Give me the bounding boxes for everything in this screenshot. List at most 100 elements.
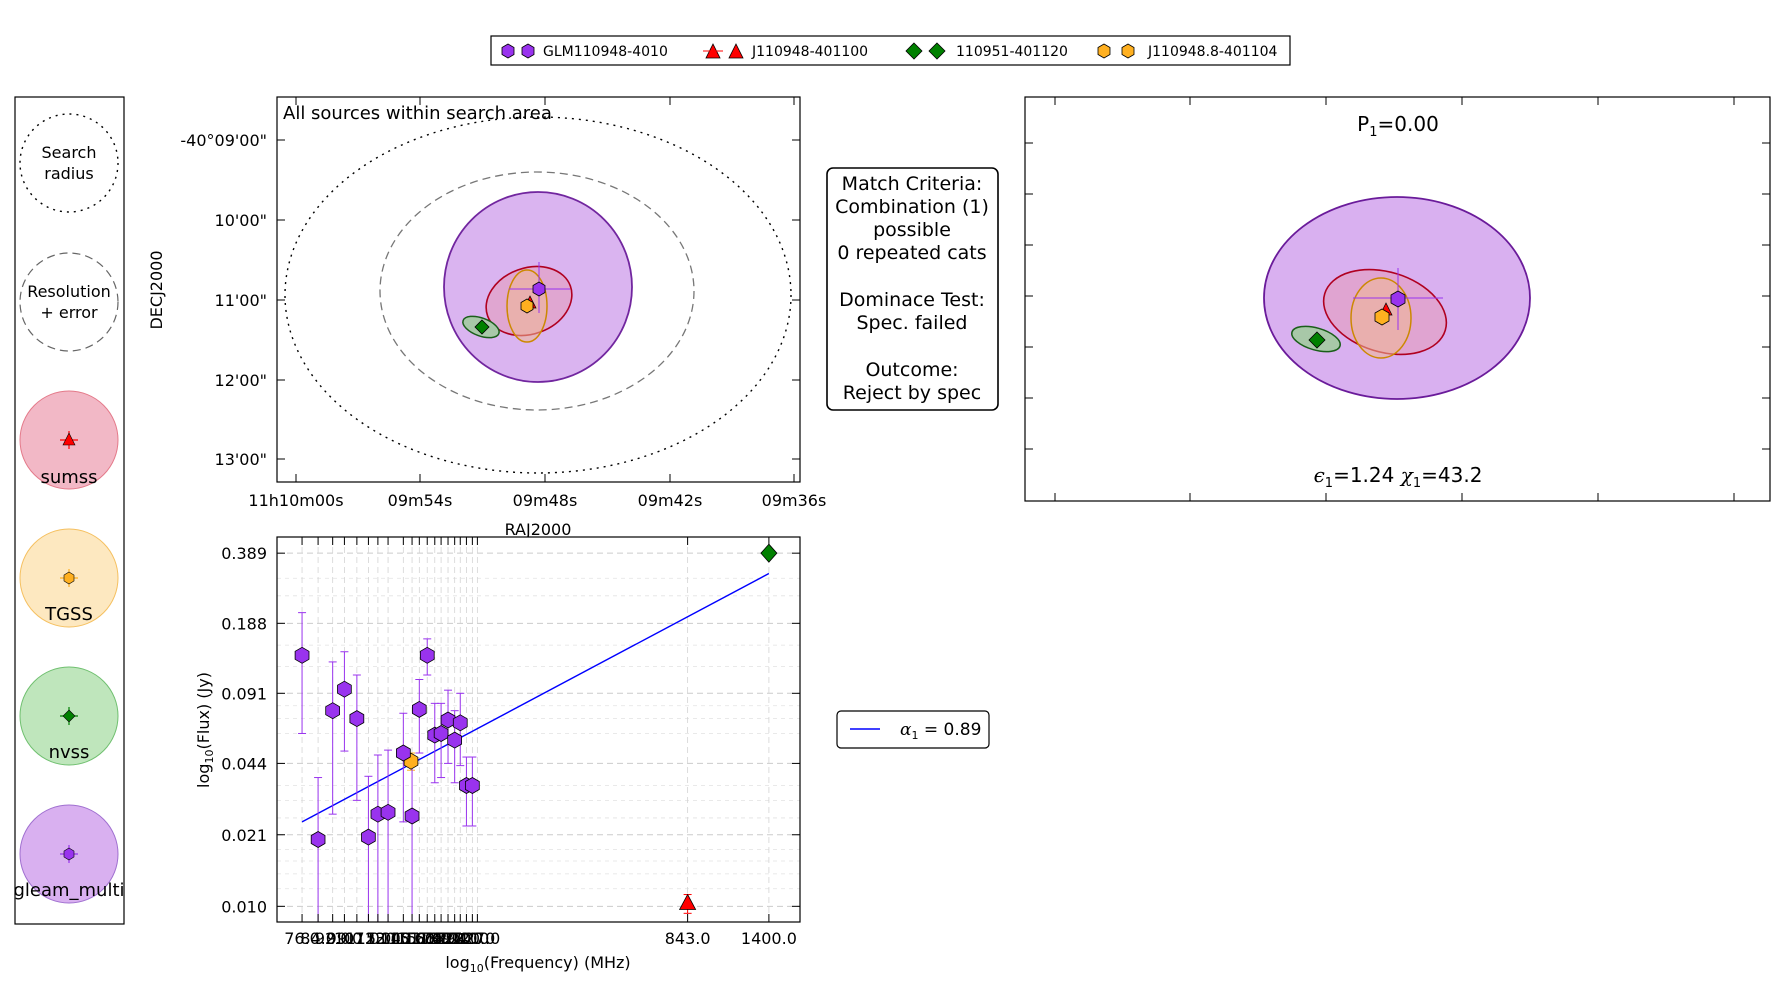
key-nvss: nvss — [19, 666, 119, 766]
hexagon-marker-icon — [63, 847, 75, 861]
match-line: Dominace Test: — [839, 289, 985, 311]
combo-gleam-marker — [1390, 290, 1406, 308]
x-tick-label: 174.0 — [412, 929, 458, 948]
legend-entry-nvss: 110951-401120 — [905, 42, 1068, 60]
key-search-radius: Search radius — [19, 113, 119, 213]
hexagon-marker-icon — [521, 43, 535, 59]
combo-nvss-marker — [1308, 331, 1326, 349]
x-tick-label: 181.0 — [418, 929, 464, 948]
sky-panel: All sources within search area 11h10m00s… — [147, 96, 827, 539]
sky-ytick-label: 10'00" — [215, 211, 267, 230]
x-tick-label: 143.0 — [380, 929, 426, 948]
match-line: Outcome: — [865, 359, 958, 381]
key-label: gleam_multi — [13, 880, 124, 901]
sky-xtick-label: 09m54s — [388, 491, 453, 510]
hexagon-data-point — [325, 702, 341, 720]
diamond-marker-icon — [928, 42, 946, 60]
triangle-marker-icon — [728, 43, 744, 59]
hexagon-data-point — [452, 714, 468, 732]
legend-label: J110948-401100 — [751, 44, 868, 60]
key-label: Resolution — [27, 282, 111, 301]
x-tick-label: 189.0 — [425, 929, 471, 948]
legend-entry-sumss: J110948-401100 — [703, 43, 868, 60]
sky-ylabel: DECJ2000 — [147, 250, 166, 329]
key-label: Search — [42, 143, 97, 162]
hexagon-data-point — [361, 828, 376, 846]
hexagon-data-point — [419, 646, 435, 664]
sky-ytick-label: 13'00" — [215, 450, 267, 469]
x-tick-label: 151.0 — [389, 929, 435, 948]
match-line: Combination (1) — [835, 196, 989, 218]
sky-ytick-label: 12'00" — [215, 371, 267, 390]
combo-tgss-marker — [1374, 308, 1390, 326]
x-tick-label: 84.0 — [300, 929, 336, 948]
hexagon-data-point — [464, 777, 480, 794]
sky-xtick-label: 09m36s — [762, 491, 827, 510]
hexagon-data-point — [337, 680, 352, 698]
hexagon-data-point — [395, 744, 411, 762]
x-tick-label: 76.0 — [284, 929, 320, 948]
key-tgss: TGSS — [19, 528, 119, 628]
x-tick-label: 99.0 — [327, 929, 363, 948]
match-criteria-box: Match Criteria: Combination (1) possible… — [826, 167, 999, 411]
fit-legend-label: α1 = 0.89 — [900, 720, 981, 742]
x-tick-label: 122.0 — [355, 929, 401, 948]
sed-yticks: 0.010 0.021 0.044 0.091 0.188 0.389 — [221, 544, 800, 916]
diamond-marker-icon — [62, 709, 76, 723]
x-tick-label: 843.0 — [665, 929, 711, 948]
key-label: nvss — [49, 742, 90, 763]
x-tick-label: 92.0 — [315, 929, 351, 948]
sky-xtick-label: 11h10m00s — [248, 491, 343, 510]
hexagon-marker-icon — [501, 43, 515, 59]
key-label: TGSS — [44, 604, 93, 625]
diamond-marker-icon — [905, 42, 923, 60]
legend-entry-tgss: J110948.8-401104 — [1097, 43, 1278, 60]
triangle-marker-icon — [62, 432, 76, 446]
hexagon-marker-icon — [1097, 43, 1111, 59]
hexagon-data-point — [294, 646, 310, 664]
sky-xlabel: RAJ2000 — [505, 520, 572, 539]
diamond-data-point — [760, 543, 778, 563]
x-tick-label: 107.0 — [334, 929, 380, 948]
key-panel: Search radius Resolution + error sumss T… — [13, 96, 125, 925]
y-tick-label: 0.091 — [221, 684, 267, 703]
legend-label: 110951-401120 — [956, 44, 1068, 60]
match-line: Spec. failed — [857, 312, 968, 334]
search-radius-ring — [284, 116, 792, 474]
hexagon-data-point — [349, 710, 365, 728]
x-tick-label: 212.0 — [444, 929, 490, 948]
legend-label: GLM110948-4010 — [543, 44, 668, 60]
sky-ticks — [277, 97, 800, 482]
x-tick-label: 158.0 — [396, 929, 442, 948]
x-tick-label: 115.0 — [346, 929, 392, 948]
hexagon-marker-icon — [1121, 43, 1135, 59]
x-tick-label: 197.0 — [432, 929, 478, 948]
key-resolution: Resolution + error — [19, 252, 119, 352]
sed-points-layer — [294, 543, 778, 922]
hexagon-data-point — [380, 803, 396, 821]
match-line: possible — [873, 219, 951, 241]
probability-label: P1=0.00 — [1357, 112, 1439, 140]
fit-legend: α1 = 0.89 — [836, 710, 990, 749]
fit-line — [301, 572, 770, 823]
triangle-data-point — [678, 893, 697, 910]
legend-label: J110948.8-401104 — [1147, 44, 1278, 60]
x-tick-label: 1400.0 — [741, 929, 797, 948]
y-tick-label: 0.021 — [221, 826, 267, 845]
key-sumss: sumss — [19, 390, 119, 490]
x-tick-label: 204.0 — [437, 929, 483, 948]
sky-xtick-label: 09m42s — [638, 491, 703, 510]
sed-ylabel: log10(Flux) (Jy) — [194, 672, 216, 788]
key-label: + error — [40, 303, 98, 322]
hexagon-data-point — [310, 831, 326, 848]
key-label: radius — [44, 164, 93, 183]
nvss-marker — [474, 319, 490, 335]
key-label: sumss — [40, 467, 97, 488]
tgss-marker — [520, 298, 534, 314]
sky-panel-title: All sources within search area — [283, 103, 552, 124]
sky-xtick-label: 09m48s — [513, 491, 578, 510]
key-gleam-multi: gleam_multi — [13, 804, 125, 904]
match-line: 0 repeated cats — [837, 242, 986, 264]
x-tick-label: 130.0 — [365, 929, 411, 948]
top-legend: GLM110948-4010 J110948-401100 110951-401… — [490, 35, 1291, 66]
